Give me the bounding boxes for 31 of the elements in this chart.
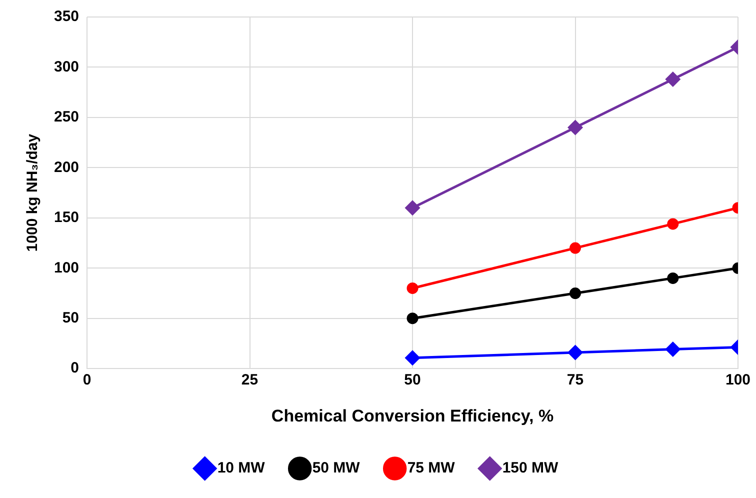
point [667, 272, 679, 284]
x-tick-label: 25 [241, 372, 258, 389]
point [405, 350, 420, 366]
point [405, 200, 420, 216]
point [667, 218, 679, 230]
y-axis-title: 1000 kg NH₃/day [24, 133, 42, 252]
y-tick-label: 150 [54, 209, 80, 226]
x-axis-title: Chemical Conversion Efficiency, % [271, 406, 554, 426]
x-tick-label: 75 [566, 372, 584, 389]
legend-label: 50 MW [312, 460, 361, 477]
x-tick-label: 100 [725, 372, 751, 389]
legend-label: 150 MW [502, 460, 560, 477]
legend-label: 10 MW [217, 460, 266, 477]
legend-label: 75 MW [407, 460, 456, 477]
point [568, 120, 583, 135]
y-tick-label: 250 [54, 108, 80, 126]
point [666, 72, 680, 87]
point [568, 345, 583, 360]
x-tick-label: 50 [404, 372, 421, 389]
x-tick-label: 0 [82, 372, 92, 389]
point [666, 342, 680, 356]
point [406, 282, 418, 294]
point [406, 312, 418, 324]
y-tick-label: 100 [54, 259, 80, 276]
y-tick-label: 50 [62, 310, 80, 327]
point [570, 288, 582, 300]
y-tick-label: 350 [54, 8, 80, 26]
point [570, 242, 582, 254]
y-tick-label: 0 [70, 360, 80, 377]
y-tick-label: 200 [54, 158, 80, 176]
y-tick-label: 300 [54, 58, 80, 76]
